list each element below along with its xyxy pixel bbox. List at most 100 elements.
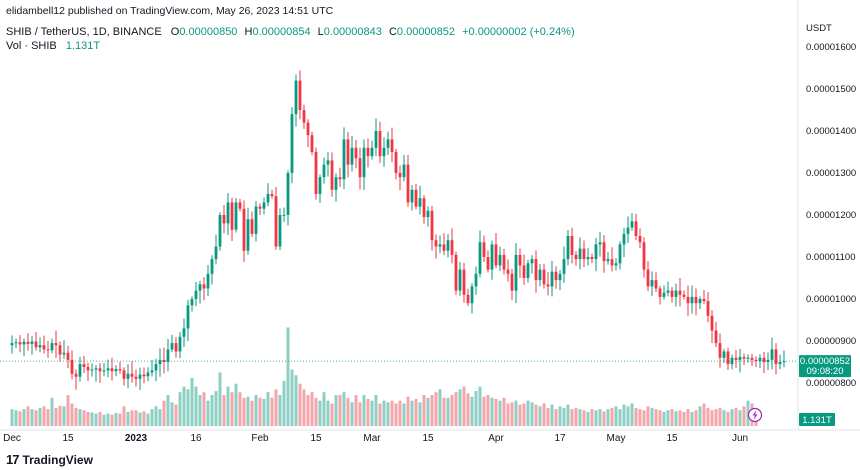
volume-bar: [710, 410, 714, 426]
candle-body: [330, 160, 334, 190]
candle-body: [34, 341, 38, 348]
candle-body: [118, 369, 122, 371]
candle-body: [594, 244, 598, 260]
candle-body: [58, 345, 62, 355]
candle-body: [294, 80, 298, 115]
candle-body: [46, 349, 50, 351]
candle-body: [678, 290, 682, 295]
volume-bar: [114, 413, 118, 426]
volume-bar: [570, 409, 574, 426]
volume-bar: [626, 406, 630, 426]
candle-body: [646, 269, 650, 287]
candle-body: [598, 242, 602, 245]
candle-body: [778, 362, 782, 365]
candle-body: [698, 299, 702, 304]
candle-body: [30, 341, 34, 344]
volume-bar: [622, 404, 626, 426]
candle-body: [242, 208, 246, 251]
volume-bar: [226, 386, 230, 426]
open-label: O: [170, 26, 180, 38]
volume-bar: [338, 395, 342, 426]
candle-body: [110, 368, 114, 372]
candle-body: [478, 242, 482, 274]
candle-body: [114, 369, 118, 372]
volume-bar: [314, 397, 318, 426]
candle-body: [142, 374, 146, 377]
candle-body: [186, 305, 190, 329]
time-tick-label: 16: [190, 433, 202, 444]
volume-bar: [726, 411, 730, 426]
volume-bar: [674, 411, 678, 426]
candle-body: [382, 147, 386, 157]
symbol-label[interactable]: SHIB / TetherUS, 1D, BINANCE: [6, 26, 162, 38]
volume-bar: [590, 409, 594, 426]
volume-bar: [322, 392, 326, 426]
time-tick-label: 17: [554, 433, 566, 444]
volume-bar: [610, 407, 614, 426]
candle-body: [278, 215, 282, 247]
volume-bar: [346, 397, 350, 426]
volume-bar: [426, 397, 430, 426]
candle-body: [582, 248, 586, 260]
volume-bar: [242, 397, 246, 426]
candle-body: [206, 273, 210, 289]
candle-body: [642, 242, 646, 270]
candle-body: [354, 147, 358, 159]
candle-body: [406, 164, 410, 203]
volume-bar: [298, 383, 302, 426]
candle-body: [670, 290, 674, 297]
candle-body: [658, 288, 662, 297]
tradingview-logo[interactable]: 17 TradingView: [6, 452, 93, 467]
lightning-glyph: [752, 410, 758, 420]
candle-body: [482, 242, 486, 257]
candle-body: [774, 349, 778, 365]
volume-bar: [250, 400, 254, 426]
candle-body: [82, 364, 86, 368]
volume-bar: [254, 395, 258, 426]
volume-bar: [62, 406, 66, 426]
close-value: 0.00000852: [396, 26, 456, 38]
volume-bar: [614, 406, 618, 426]
volume-bar: [74, 407, 78, 426]
candle-body: [758, 357, 762, 362]
candle-body: [378, 131, 382, 157]
candle-body: [310, 135, 314, 152]
candle-body: [86, 367, 90, 371]
volume-bar: [234, 383, 238, 426]
candle-body: [334, 177, 338, 190]
volume-bar: [154, 406, 158, 426]
volume-bar: [446, 397, 450, 426]
candle-body: [318, 177, 322, 194]
candle-body: [602, 242, 606, 262]
candle-body: [166, 349, 170, 362]
volume-bar: [198, 395, 202, 426]
candle-body: [254, 206, 258, 234]
candle-body: [682, 294, 686, 297]
volume-bar: [510, 402, 514, 426]
candle-body: [238, 202, 242, 209]
volume-bar: [214, 391, 218, 426]
volume-label[interactable]: Vol · SHIB: [6, 40, 57, 52]
volume-bar: [594, 410, 598, 426]
candle-body: [286, 173, 290, 215]
candle-body: [394, 152, 398, 173]
candle-body: [218, 215, 222, 247]
volume-bar: [714, 409, 718, 426]
candle-body: [550, 271, 554, 287]
volume-bar: [478, 386, 482, 426]
volume-bar: [398, 400, 402, 426]
candle-body: [50, 343, 54, 351]
volume-bar: [130, 410, 134, 426]
candle-body: [770, 349, 774, 360]
volume-bar: [202, 392, 206, 426]
volume-bar: [538, 406, 542, 426]
candle-body: [210, 259, 214, 274]
candle-body: [230, 202, 234, 230]
candle-body: [190, 299, 194, 306]
candle-body: [78, 364, 82, 377]
candle-body: [422, 198, 426, 218]
candle-body: [302, 110, 306, 123]
volume-bar: [502, 397, 506, 426]
candle-body: [490, 244, 494, 270]
